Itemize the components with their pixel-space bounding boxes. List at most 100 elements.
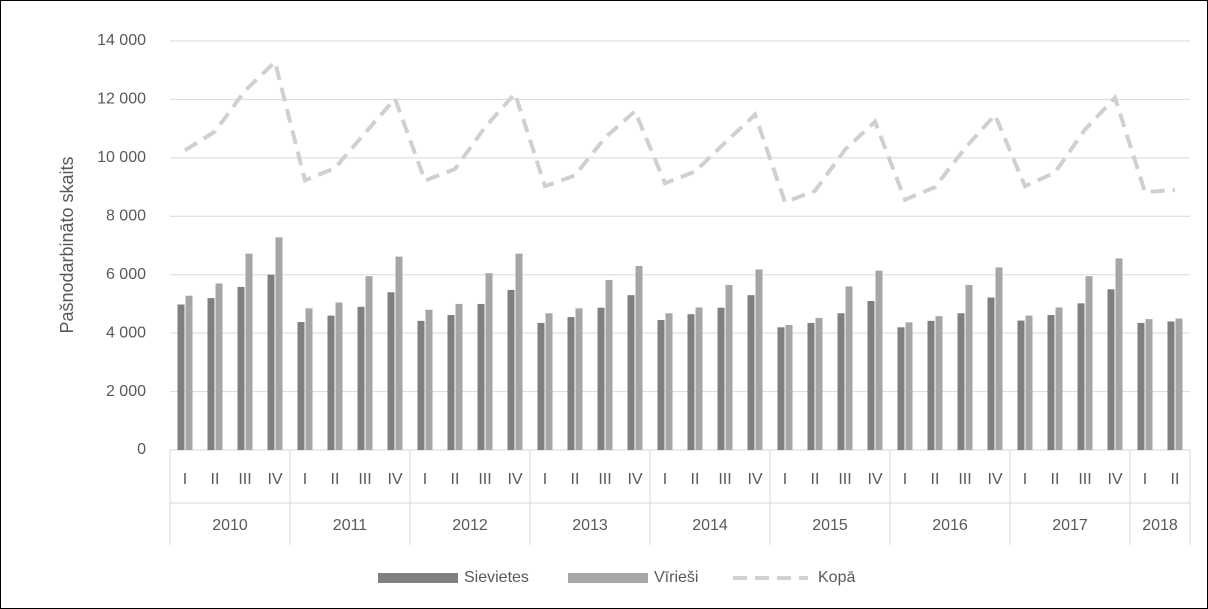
- quarter-label: II: [1171, 471, 1180, 488]
- bar: [875, 270, 883, 450]
- bar: [777, 327, 785, 450]
- bar: [507, 289, 515, 450]
- bar: [965, 284, 973, 450]
- bar: [1085, 276, 1093, 450]
- y-tick-label: 6 000: [106, 266, 146, 283]
- bar: [725, 284, 733, 450]
- quarter-label: IV: [387, 471, 402, 488]
- year-label: 2014: [692, 517, 728, 534]
- year-label: 2011: [333, 517, 368, 534]
- quarter-label: I: [303, 471, 307, 488]
- year-label: 2013: [572, 517, 608, 534]
- bar: [665, 313, 673, 450]
- bar: [867, 301, 875, 450]
- bar: [995, 267, 1003, 450]
- bar: [245, 253, 253, 450]
- bar: [635, 265, 643, 450]
- legend-swatch: [378, 573, 458, 583]
- bar: [335, 302, 343, 450]
- quarter-label: II: [931, 471, 940, 488]
- bar: [687, 314, 695, 450]
- quarter-label: IV: [987, 471, 1002, 488]
- bar: [275, 237, 283, 450]
- bar: [567, 317, 575, 450]
- bar: [695, 307, 703, 450]
- bar: [215, 283, 223, 450]
- bar: [1145, 319, 1153, 450]
- bar: [1017, 320, 1025, 450]
- bar: [845, 286, 853, 450]
- quarter-label: III: [358, 471, 371, 488]
- quarter-label: IV: [1107, 471, 1122, 488]
- bar: [305, 308, 313, 450]
- bar: [897, 327, 905, 450]
- bar: [1047, 315, 1055, 450]
- bar: [837, 313, 845, 450]
- bar: [1107, 289, 1115, 450]
- bar: [1115, 258, 1123, 450]
- quarter-label: IV: [627, 471, 642, 488]
- year-label: 2012: [452, 517, 488, 534]
- bar: [1167, 321, 1175, 450]
- quarter-label: IV: [507, 471, 522, 488]
- y-tick-label: 2 000: [106, 383, 146, 400]
- bar: [357, 306, 365, 450]
- quarter-label: I: [663, 471, 667, 488]
- bar: [935, 316, 943, 450]
- quarter-label: II: [811, 471, 820, 488]
- quarter-label: I: [1143, 471, 1147, 488]
- bar: [477, 303, 485, 450]
- legend-label: Sievietes: [464, 569, 529, 586]
- year-label: 2018: [1142, 517, 1178, 534]
- quarter-label: III: [1078, 471, 1091, 488]
- bar: [807, 322, 815, 450]
- quarter-label: III: [478, 471, 491, 488]
- bar: [905, 322, 913, 450]
- bar: [387, 292, 395, 450]
- bar: [815, 317, 823, 450]
- line: [183, 58, 1176, 205]
- bar: [785, 324, 793, 450]
- bar: [987, 297, 995, 450]
- quarter-label: III: [238, 471, 251, 488]
- quarter-label: II: [1051, 471, 1060, 488]
- quarter-label: I: [903, 471, 907, 488]
- year-label: 2017: [1052, 517, 1088, 534]
- bar: [627, 295, 635, 450]
- bar: [177, 304, 185, 450]
- y-tick-label: 12 000: [97, 91, 146, 108]
- quarter-label: IV: [267, 471, 282, 488]
- bar: [545, 313, 553, 450]
- y-axis-label: Pašnodarbināto skaits: [57, 156, 77, 333]
- quarter-label: III: [598, 471, 611, 488]
- year-label: 2015: [812, 517, 848, 534]
- bar: [537, 322, 545, 450]
- quarter-label: I: [543, 471, 547, 488]
- bar: [515, 253, 523, 450]
- bar: [237, 286, 245, 450]
- bar: [1137, 322, 1145, 450]
- quarter-label: IV: [867, 471, 882, 488]
- quarter-label: II: [331, 471, 340, 488]
- y-tick-label: 4 000: [106, 324, 146, 341]
- bar: [1055, 307, 1063, 450]
- quarter-label: I: [183, 471, 187, 488]
- bar: [755, 269, 763, 450]
- y-tick-label: 10 000: [97, 149, 146, 166]
- quarter-label: III: [718, 471, 731, 488]
- bar: [717, 307, 725, 450]
- quarter-label: II: [451, 471, 460, 488]
- quarter-label: II: [571, 471, 580, 488]
- bar: [267, 274, 275, 450]
- quarter-label: III: [958, 471, 971, 488]
- bar: [1077, 303, 1085, 450]
- quarter-label: I: [423, 471, 427, 488]
- bar: [957, 313, 965, 450]
- year-label: 2010: [212, 517, 248, 534]
- quarter-label: IV: [747, 471, 762, 488]
- bar: [365, 276, 373, 450]
- legend-swatch: [568, 573, 648, 583]
- legend-label: Vīrieši: [654, 569, 698, 586]
